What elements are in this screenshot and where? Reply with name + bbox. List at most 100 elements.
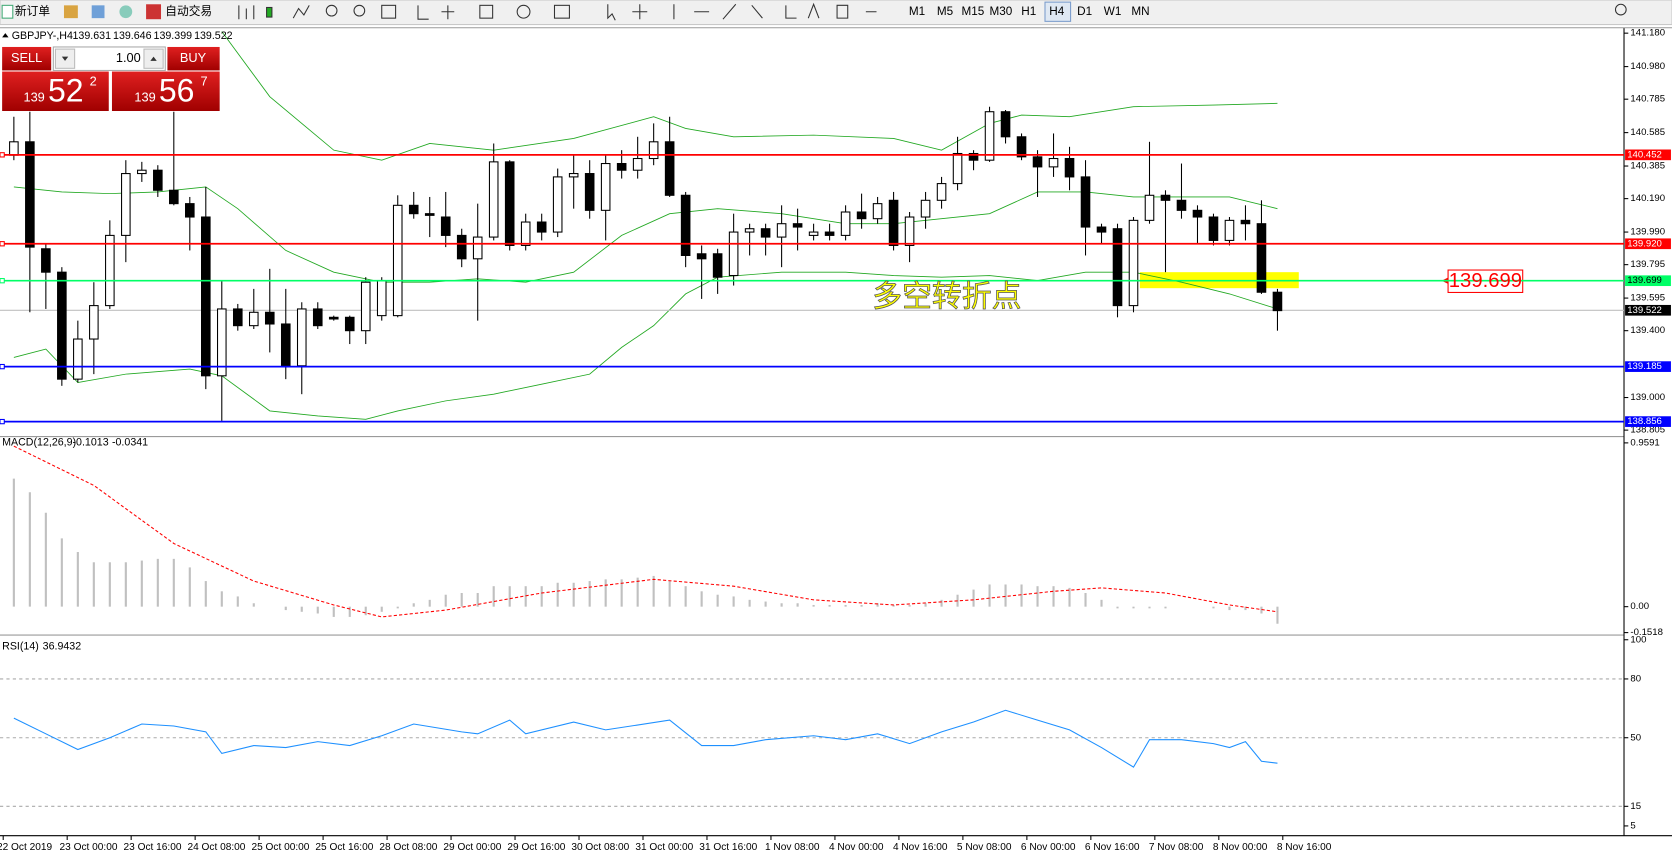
- templates[interactable]: [553, 4, 570, 19]
- x-tick-label: 6 Nov 16:00: [1085, 842, 1140, 853]
- timeframe-button[interactable]: MN: [1131, 5, 1149, 18]
- buy-price-pip: 7: [200, 74, 207, 89]
- y-tick-label: 100: [1630, 634, 1646, 645]
- candle-body: [600, 162, 611, 211]
- candle-body: [376, 279, 387, 317]
- buy-label[interactable]: BUY: [180, 50, 207, 65]
- scroll-icons[interactable]: [417, 5, 455, 20]
- y-tick-label: 139.795: [1630, 259, 1665, 270]
- y-tick-label: 140.190: [1630, 193, 1665, 204]
- candle-body: [1208, 216, 1219, 241]
- buy-button[interactable]: [167, 46, 220, 71]
- timeframe-button[interactable]: H1: [1021, 5, 1036, 18]
- candle-body: [584, 173, 595, 211]
- timeframe-button[interactable]: M15: [962, 5, 985, 18]
- x-tick-label: 22 Oct 2019: [0, 842, 52, 853]
- auto-trading[interactable]: 自动交易: [165, 4, 212, 18]
- candle-body: [360, 281, 371, 332]
- indicators[interactable]: [479, 4, 494, 19]
- timeframe-button[interactable]: M5: [937, 5, 954, 18]
- draw-tools[interactable]: [632, 3, 797, 20]
- auto-trade-icon[interactable]: [146, 4, 162, 20]
- candle-body: [1272, 291, 1283, 312]
- x-tick-label: 29 Oct 00:00: [443, 842, 501, 853]
- candle-body: [712, 253, 723, 278]
- text-tools[interactable]: [807, 2, 877, 19]
- candle-body: [216, 308, 227, 377]
- sell-button[interactable]: [2, 46, 52, 71]
- candle-body: [1000, 111, 1011, 138]
- timeframe-button[interactable]: D1: [1077, 5, 1092, 18]
- down-arrow: [61, 56, 69, 61]
- current-price-label: 139.522: [1627, 305, 1662, 316]
- x-tick-label: 24 Oct 08:00: [187, 842, 245, 853]
- lot-field[interactable]: [52, 46, 166, 71]
- line-chart-icon[interactable]: [292, 5, 310, 19]
- candle-body: [105, 234, 115, 307]
- tile[interactable]: [381, 4, 397, 19]
- timeframe-button[interactable]: M30: [989, 5, 1012, 18]
- candle-body: [232, 308, 243, 327]
- y-tick-label: 140.785: [1630, 94, 1665, 105]
- new-order[interactable]: 新订单: [15, 4, 50, 18]
- x-tick-label: 31 Oct 00:00: [635, 842, 693, 853]
- periods[interactable]: [516, 4, 531, 19]
- x-tick-label: 30 Oct 08:00: [571, 842, 629, 853]
- sell-label[interactable]: SELL: [11, 50, 42, 65]
- candle-body: [680, 194, 691, 256]
- tool-icon[interactable]: [63, 5, 78, 19]
- level-price-label: 140.452: [1627, 149, 1662, 160]
- rsi-line: [13, 709, 1278, 768]
- x-tick-label: 25 Oct 16:00: [315, 842, 373, 853]
- candle-body: [1096, 226, 1107, 233]
- x-tick-label: 29 Oct 16:00: [507, 842, 565, 853]
- candle-body: [744, 228, 755, 233]
- x-tick-label: 4 Nov 16:00: [893, 842, 948, 853]
- candle-body: [264, 311, 275, 325]
- candle-icon[interactable]: [266, 6, 273, 18]
- y-tick-label: 140.585: [1630, 127, 1665, 138]
- candle-body: [1240, 219, 1251, 225]
- candle-body: [952, 152, 963, 185]
- price-plot: [0, 31, 1625, 421]
- level-handle: [0, 363, 5, 370]
- candle-body: [1128, 219, 1139, 307]
- candle-body: [1112, 228, 1123, 307]
- sell-price-box[interactable]: [2, 71, 109, 112]
- new-order-icon[interactable]: [1, 4, 14, 19]
- candle-body: [936, 183, 947, 201]
- candle-body: [328, 316, 339, 320]
- y-tick-label: 0.9591: [1630, 437, 1659, 448]
- timeframes: M1 M5 M15 M30 H1 H4 D1 W1 MN: [909, 5, 1150, 18]
- timeframe-button[interactable]: H4: [1049, 5, 1064, 18]
- y-tick-label: 139.990: [1630, 227, 1665, 238]
- candle-body: [1048, 157, 1059, 168]
- current-price-box: [1625, 304, 1671, 316]
- annotation-text: 多空转折点: [872, 281, 1021, 314]
- x-tick-label: 25 Oct 00:00: [251, 842, 309, 853]
- tool-icon[interactable]: [91, 5, 105, 19]
- level-handle: [0, 241, 5, 247]
- lot-value[interactable]: 1.00: [116, 50, 141, 65]
- zoom-in[interactable]: [325, 4, 338, 17]
- candle-body: [344, 316, 355, 332]
- cursor[interactable]: [607, 4, 616, 21]
- bar-chart-icon[interactable]: [238, 5, 255, 20]
- ohlc-value: 139.522: [194, 30, 233, 42]
- zoom-out[interactable]: [353, 4, 366, 17]
- candle-body: [568, 173, 579, 178]
- timeframe-button[interactable]: W1: [1104, 5, 1122, 18]
- y-tick-label: 139.595: [1630, 293, 1665, 304]
- timeframe-button[interactable]: M1: [909, 5, 925, 18]
- candle-body: [520, 221, 531, 246]
- candle-body: [664, 141, 675, 196]
- candle-body: [1160, 194, 1171, 201]
- tool-icon[interactable]: [119, 5, 133, 19]
- search[interactable]: [1614, 3, 1627, 16]
- candle-body: [185, 203, 195, 218]
- candle-body: [872, 203, 883, 220]
- buy-price-box[interactable]: [111, 71, 220, 112]
- y-tick-label: 0.00: [1630, 601, 1649, 612]
